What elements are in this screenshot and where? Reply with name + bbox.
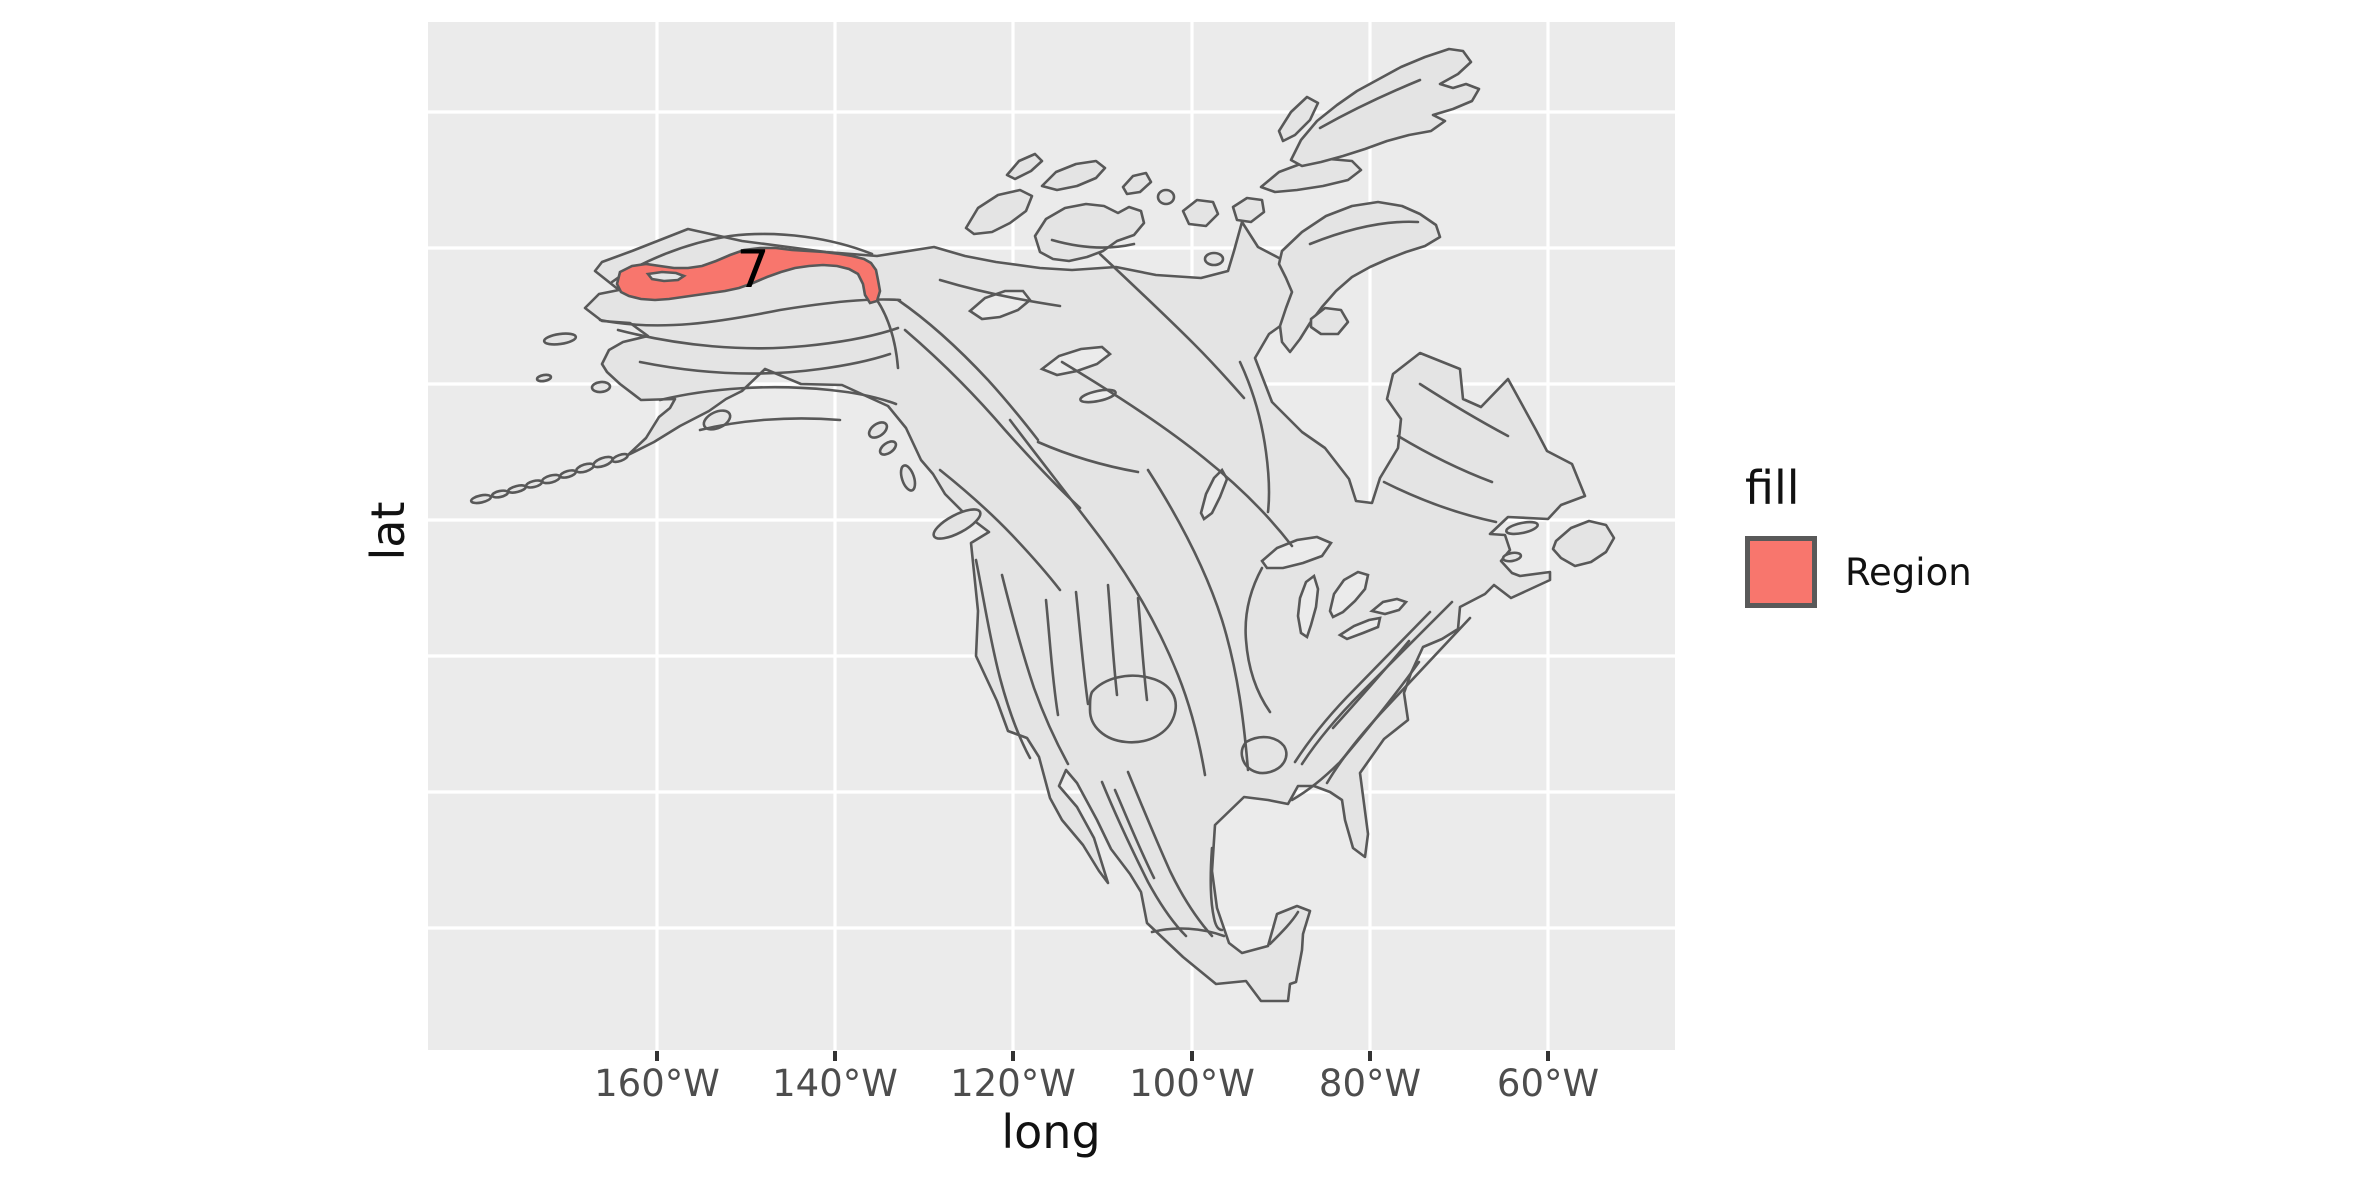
region-boundary bbox=[1150, 927, 1226, 938]
region-boundary bbox=[875, 298, 900, 370]
region-boundary bbox=[1060, 360, 1294, 548]
x-axis-tick-labels: 160°W 140°W 120°W 100°W 80°W 60°W bbox=[594, 1062, 1599, 1105]
region-boundary bbox=[1146, 468, 1250, 772]
island-polygon bbox=[1005, 152, 1044, 181]
region-boundary bbox=[903, 328, 1082, 510]
region-boundary bbox=[1098, 252, 1246, 400]
region-boundary bbox=[1088, 674, 1177, 744]
small-island bbox=[867, 421, 889, 439]
region-boundary bbox=[1244, 566, 1272, 714]
island-polygon bbox=[1259, 157, 1363, 194]
island-polygon bbox=[1121, 171, 1153, 196]
small-island bbox=[878, 440, 898, 456]
x-tick-label: 140°W bbox=[772, 1062, 898, 1105]
island-polygon bbox=[1309, 306, 1350, 336]
lake-polygon bbox=[1260, 535, 1333, 570]
island-polygon bbox=[1277, 95, 1320, 143]
lake-polygon bbox=[1296, 573, 1320, 640]
small-island bbox=[1501, 551, 1523, 563]
region-boundary bbox=[1050, 238, 1136, 249]
region-boundary bbox=[658, 385, 898, 406]
small-island bbox=[535, 373, 553, 383]
region-boundary bbox=[1113, 788, 1156, 880]
legend: fill Region bbox=[1745, 461, 1972, 609]
region-boundary bbox=[1293, 610, 1432, 764]
x-axis-title: long bbox=[1001, 1105, 1100, 1159]
region-boundary bbox=[1100, 780, 1188, 938]
x-tick-label: 160°W bbox=[594, 1062, 720, 1105]
island-polygon bbox=[1289, 47, 1481, 168]
region-boundary bbox=[938, 468, 1062, 592]
region-boundary bbox=[1126, 770, 1214, 938]
region-boundary bbox=[598, 298, 902, 327]
region-boundary bbox=[1268, 910, 1300, 946]
y-axis-title: lat bbox=[361, 501, 415, 560]
island-polygon bbox=[1040, 159, 1107, 192]
region-boundary bbox=[1074, 590, 1090, 706]
region-boundary bbox=[896, 298, 1040, 442]
region-boundary bbox=[1000, 573, 1070, 766]
island-polygon bbox=[1033, 202, 1146, 263]
island-polygon bbox=[1231, 196, 1266, 224]
region-boundary bbox=[1209, 846, 1224, 932]
region-number-label: 7 bbox=[736, 240, 769, 300]
lake-polygon bbox=[1039, 345, 1113, 377]
legend-items: Region bbox=[1745, 536, 1972, 609]
region-boundary bbox=[1036, 440, 1140, 474]
small-island bbox=[1505, 520, 1539, 536]
region-boundary bbox=[698, 417, 842, 432]
lake-polygon bbox=[1328, 570, 1370, 619]
small-island bbox=[542, 332, 578, 346]
x-tick-label: 120°W bbox=[950, 1062, 1076, 1105]
small-island bbox=[1203, 251, 1225, 267]
region-boundary bbox=[1418, 382, 1510, 438]
region-boundary bbox=[1238, 360, 1271, 514]
region-boundary bbox=[1136, 596, 1149, 702]
region-boundary bbox=[616, 326, 900, 350]
region-boundary bbox=[1331, 639, 1411, 730]
region-boundary bbox=[1318, 78, 1422, 130]
map-layer: 7 bbox=[469, 47, 1616, 1003]
region-boundary bbox=[938, 278, 1062, 308]
region-boundary bbox=[1106, 583, 1119, 697]
small-island bbox=[932, 508, 982, 540]
region-boundary bbox=[1396, 434, 1494, 484]
island-polygon bbox=[1181, 198, 1220, 228]
region-boundary bbox=[1300, 600, 1454, 766]
island-polygon bbox=[964, 188, 1034, 236]
legend-title: fill bbox=[1745, 461, 1800, 515]
small-island bbox=[1156, 188, 1176, 206]
highlighted-region bbox=[615, 246, 882, 305]
region-boundary bbox=[638, 352, 892, 375]
legend-key-swatch bbox=[1745, 536, 1817, 609]
legend-item: Region bbox=[1745, 536, 1972, 609]
small-island bbox=[611, 452, 629, 464]
region-boundary bbox=[1290, 660, 1421, 802]
region-boundary bbox=[974, 558, 1032, 760]
lake-polygon bbox=[1079, 388, 1117, 404]
region-boundary bbox=[1382, 480, 1498, 524]
legend-item-label: Region bbox=[1845, 550, 1972, 594]
region-boundary bbox=[1044, 598, 1060, 717]
small-island bbox=[590, 380, 612, 394]
region-boundary bbox=[1308, 220, 1420, 246]
x-axis-ticks bbox=[655, 1051, 1550, 1061]
x-tick-label: 100°W bbox=[1129, 1062, 1255, 1105]
region-boundary bbox=[1240, 735, 1288, 775]
lake-polygon bbox=[1337, 616, 1382, 641]
region-boundary bbox=[1008, 418, 1207, 777]
x-tick-label: 80°W bbox=[1319, 1062, 1421, 1105]
small-island bbox=[899, 464, 917, 492]
small-island bbox=[469, 493, 493, 505]
island-polygon bbox=[1551, 519, 1616, 568]
lake-polygon bbox=[1369, 597, 1409, 616]
x-tick-label: 60°W bbox=[1497, 1062, 1599, 1105]
